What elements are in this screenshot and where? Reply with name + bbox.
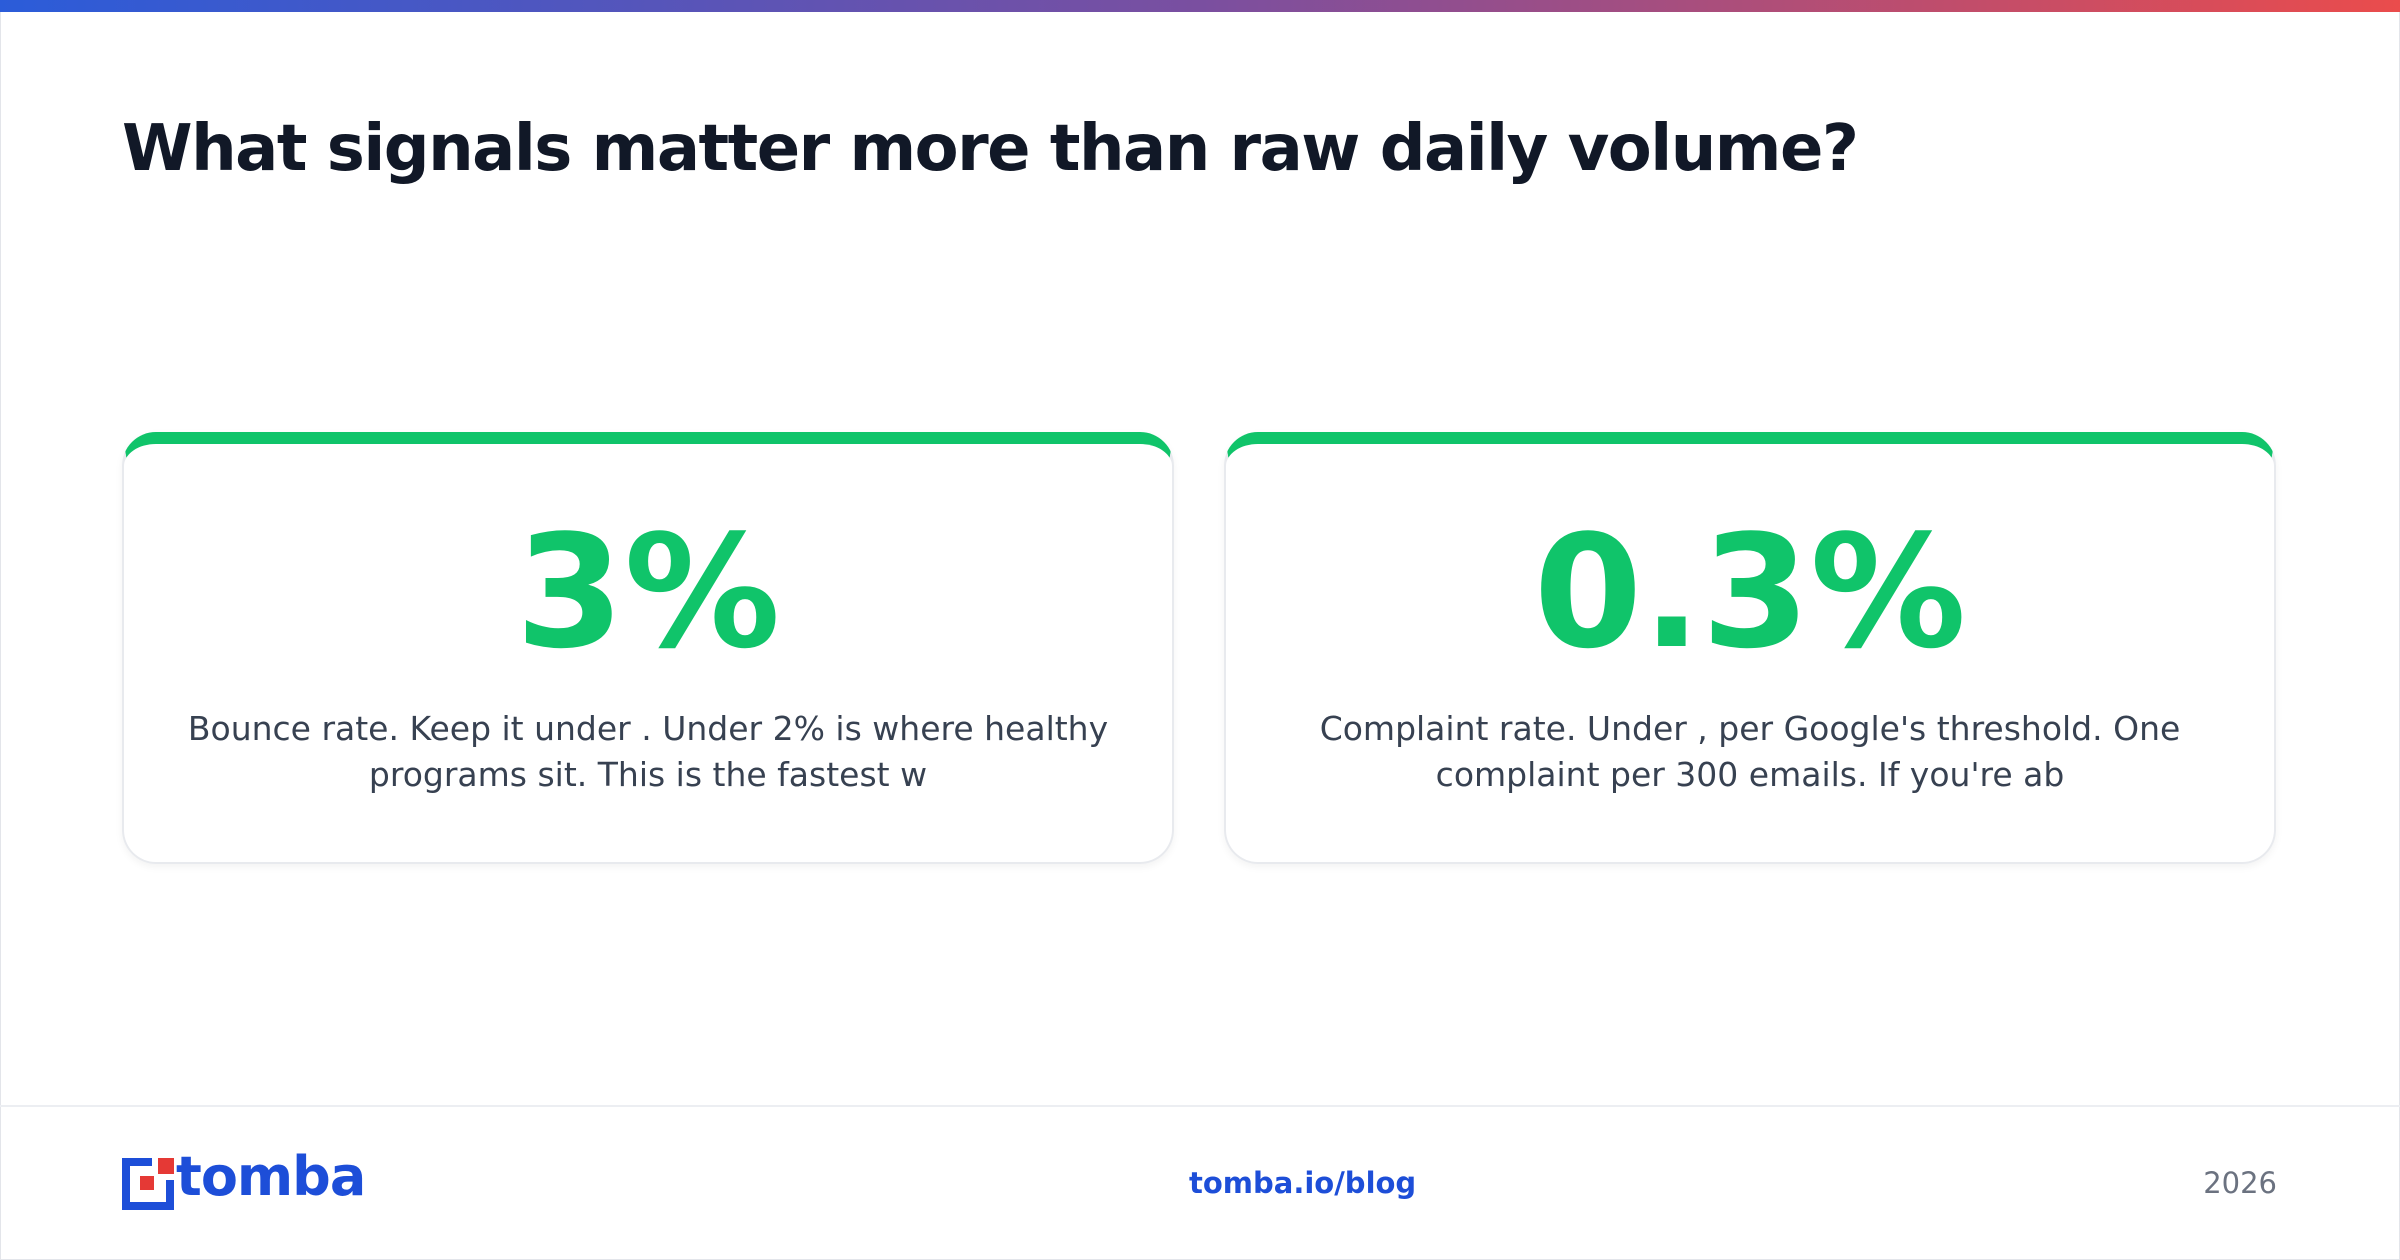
- brand-name: tomba: [176, 1145, 366, 1208]
- footer-year: 2026: [2203, 1166, 2277, 1200]
- stat-value: 0.3%: [1533, 501, 1967, 683]
- stat-description: Complaint rate. Under , per Google's thr…: [1319, 709, 2181, 794]
- stat-card: 3% Bounce rate. Keep it under . Under 2%…: [122, 432, 1174, 864]
- title: What signals matter more than raw daily …: [122, 112, 1859, 186]
- footer-divider: [0, 1105, 2400, 1107]
- stat-card: 0.3% Complaint rate. Under , per Google'…: [1224, 432, 2276, 864]
- stat-description: Bounce rate. Keep it under . Under 2% is…: [187, 709, 1109, 794]
- footer-url[interactable]: tomba.io/blog: [1189, 1166, 1417, 1200]
- top-accent-bar: [0, 0, 2400, 12]
- logo-icon: [122, 1158, 174, 1210]
- stat-value: 3%: [515, 501, 781, 683]
